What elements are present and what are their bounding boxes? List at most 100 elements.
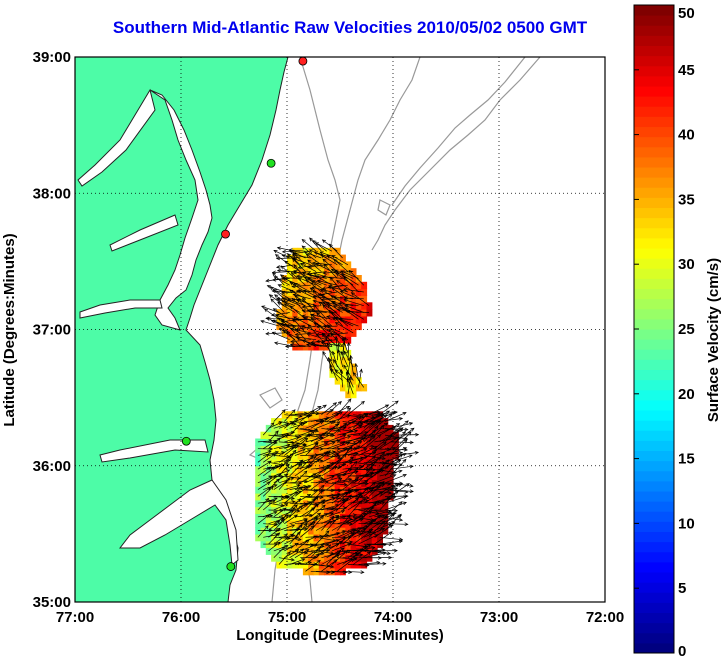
velocity-arrow bbox=[330, 368, 343, 381]
velocity-cell bbox=[340, 343, 346, 351]
velocity-cell bbox=[297, 438, 304, 446]
arrow-head bbox=[348, 269, 353, 274]
arrow-head bbox=[294, 332, 299, 337]
arrow-head bbox=[349, 354, 353, 359]
station-marker bbox=[226, 562, 236, 571]
arrow-head bbox=[320, 484, 325, 489]
velocity-arrow bbox=[292, 325, 306, 340]
velocity-arrow bbox=[289, 459, 303, 470]
arrow-head bbox=[352, 372, 357, 377]
velocity-arrow bbox=[306, 344, 327, 347]
velocity-arrow bbox=[316, 312, 333, 327]
velocity-arrow bbox=[352, 551, 371, 565]
velocity-arrow bbox=[278, 534, 295, 538]
velocity-arrow bbox=[305, 517, 318, 531]
velocity-arrow bbox=[305, 458, 320, 470]
velocity-cell bbox=[260, 431, 267, 440]
velocity-cell bbox=[350, 288, 357, 296]
velocity-arrow bbox=[342, 554, 363, 559]
arrow-head bbox=[334, 423, 339, 428]
arrow-head bbox=[301, 448, 307, 452]
velocity-arrow bbox=[342, 530, 362, 535]
velocity-arrow bbox=[289, 531, 301, 545]
velocity-cell bbox=[361, 506, 368, 514]
arrow-head bbox=[317, 512, 322, 517]
colorbar-step bbox=[634, 5, 674, 16]
velocity-arrow bbox=[299, 431, 315, 443]
velocity-cell bbox=[318, 479, 325, 487]
arrow-head bbox=[290, 524, 296, 528]
arrow-head bbox=[285, 324, 290, 328]
velocity-cell bbox=[318, 254, 325, 262]
velocity-arrow bbox=[274, 276, 290, 286]
velocity-cell bbox=[345, 506, 352, 514]
velocity-arrow bbox=[337, 514, 357, 518]
velocity-arrow bbox=[290, 282, 306, 293]
colorbar-step bbox=[634, 217, 674, 229]
velocity-arrow bbox=[334, 269, 354, 279]
y-tick-label: 39:00 bbox=[33, 49, 71, 66]
velocity-cell bbox=[387, 452, 394, 460]
arrow-head bbox=[287, 298, 292, 302]
velocity-cell bbox=[377, 438, 383, 446]
velocity-cell bbox=[382, 527, 389, 535]
arrow-head bbox=[353, 429, 359, 433]
velocity-arrow bbox=[321, 440, 341, 443]
velocity-cell bbox=[334, 261, 341, 269]
velocity-cell bbox=[340, 309, 346, 317]
arrow-head bbox=[293, 504, 298, 509]
colorbar bbox=[634, 5, 674, 654]
velocity-cell bbox=[276, 527, 283, 535]
arrow-head bbox=[299, 505, 304, 509]
arrow-head bbox=[301, 339, 306, 343]
velocity-arrow bbox=[278, 456, 292, 470]
velocity-arrow bbox=[278, 524, 295, 531]
velocity-cell bbox=[302, 329, 309, 337]
velocity-arrow bbox=[311, 309, 333, 313]
velocity-arrow bbox=[390, 482, 413, 487]
colorbar-step bbox=[634, 480, 674, 492]
velocity-cell bbox=[355, 309, 362, 317]
velocity-arrow bbox=[257, 486, 272, 497]
velocity-cell bbox=[318, 520, 325, 528]
velocity-arrow bbox=[384, 489, 408, 493]
arrow-head bbox=[339, 368, 344, 374]
colorbar-tick-label: 50 bbox=[678, 5, 695, 22]
velocity-arrow bbox=[369, 448, 391, 450]
velocity-arrow bbox=[300, 412, 319, 416]
velocity-cell bbox=[350, 329, 357, 337]
velocity-cell bbox=[318, 275, 325, 283]
velocity-arrow bbox=[384, 458, 401, 477]
arrow-head bbox=[274, 254, 280, 258]
velocity-cell bbox=[355, 295, 362, 303]
arrow-head bbox=[393, 508, 399, 513]
arrow-head bbox=[337, 465, 343, 470]
colorbar-ticks: 0 5 10 15 20 25 30 35 40 45 50 bbox=[634, 4, 695, 659]
velocity-arrow bbox=[358, 421, 376, 436]
velocity-arrow bbox=[290, 305, 306, 320]
arrow-head bbox=[271, 270, 276, 275]
colorbar-step bbox=[634, 25, 674, 36]
velocity-arrow bbox=[353, 507, 374, 511]
velocity-cell bbox=[281, 315, 288, 324]
velocity-cell bbox=[292, 275, 299, 283]
velocity-arrow bbox=[282, 255, 301, 259]
velocity-arrow bbox=[316, 421, 336, 423]
arrow-head bbox=[310, 317, 315, 322]
velocity-arrow bbox=[310, 404, 327, 415]
velocity-cell bbox=[302, 506, 309, 514]
arrow-head bbox=[276, 268, 282, 273]
colorbar-step bbox=[634, 470, 674, 482]
velocity-cell bbox=[281, 452, 288, 460]
colorbar-tick-label: 30 bbox=[678, 256, 695, 273]
arrow-head bbox=[310, 431, 315, 435]
x-tick-label: 76:00 bbox=[162, 609, 200, 626]
velocity-arrow bbox=[384, 501, 403, 518]
velocity-arrow bbox=[337, 489, 359, 491]
velocity-cell bbox=[324, 527, 330, 535]
velocity-arrow bbox=[277, 270, 296, 272]
velocity-arrow bbox=[374, 434, 393, 449]
arrow-head bbox=[284, 544, 289, 549]
arrow-head bbox=[276, 541, 281, 546]
velocity-cell bbox=[355, 424, 362, 433]
